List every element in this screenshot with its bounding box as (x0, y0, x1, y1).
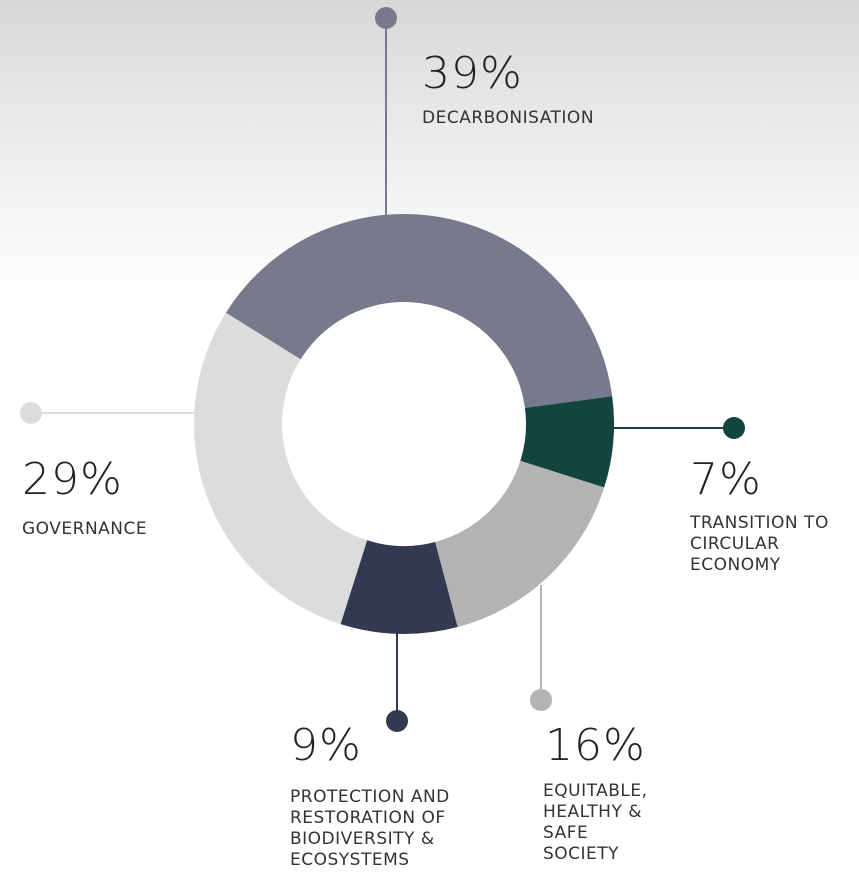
leader-dot (20, 402, 42, 424)
value-label: 29% (22, 454, 123, 505)
donut-segment (193, 312, 368, 625)
category-label: GOVERNANCE (22, 519, 148, 539)
donut-segment (435, 460, 605, 628)
value-label: 9% (290, 720, 362, 771)
value-label: 7% (690, 454, 762, 505)
leader-dot (530, 689, 552, 711)
value-label: 39% (422, 48, 523, 99)
leader-dot (723, 417, 745, 439)
donut-segment (340, 540, 458, 634)
value-label: 16% (545, 720, 646, 771)
category-label: EQUITABLE, HEALTHY & SAFE SOCIETY (543, 781, 648, 864)
donut-segment (225, 213, 613, 408)
donut-segment (520, 396, 614, 488)
category-label: DECARBONISATION (422, 108, 595, 128)
category-label: TRANSITION TO CIRCULAR ECONOMY (690, 513, 829, 575)
leader-dot (375, 7, 397, 29)
leader-dot (386, 710, 408, 732)
category-label: PROTECTION AND RESTORATION OF BIODIVERSI… (290, 787, 450, 870)
